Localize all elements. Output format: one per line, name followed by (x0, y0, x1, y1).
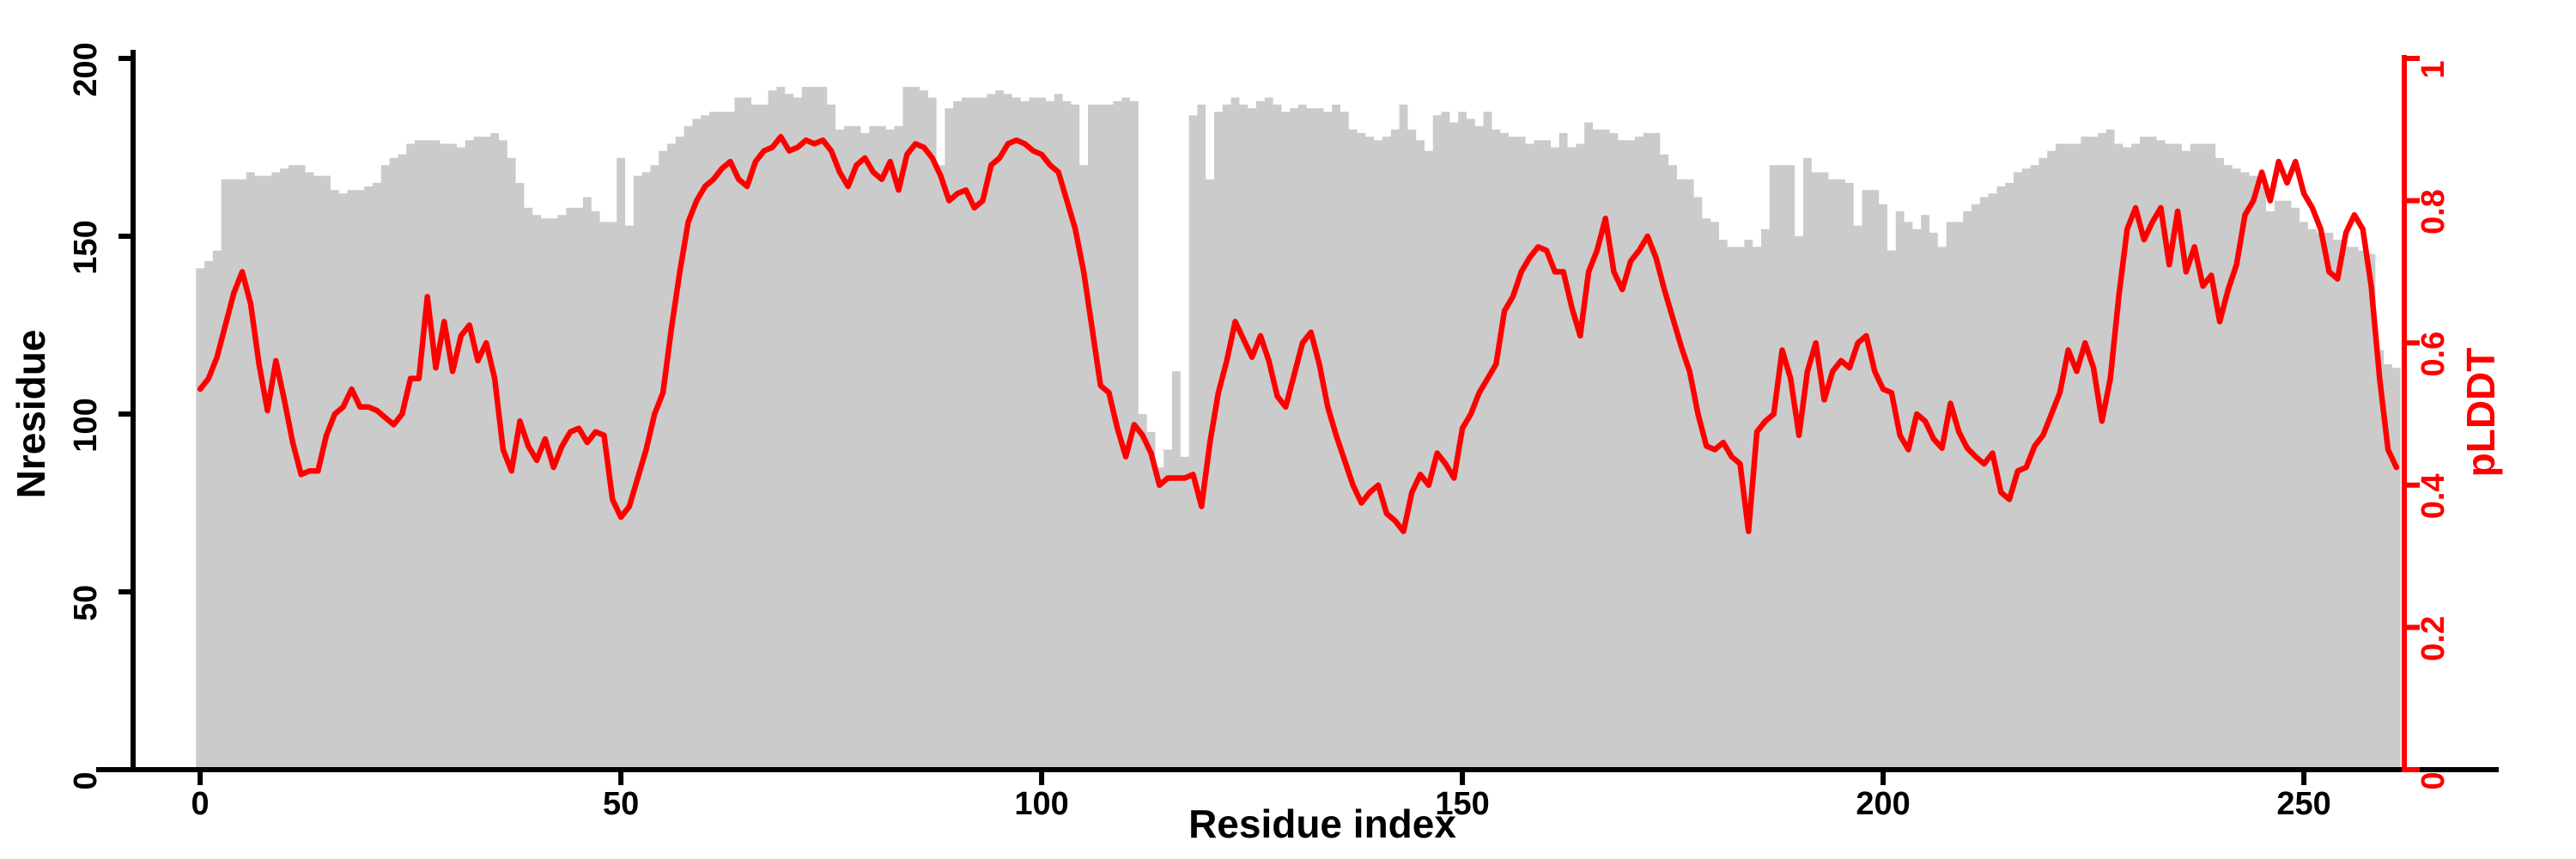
x-axis-title: Residue index (1188, 801, 1456, 846)
x-tick-label-50: 50 (603, 786, 639, 822)
x-tick-label-100: 100 (1014, 786, 1068, 822)
y-right-tick-label-0.4: 0.4 (2415, 473, 2451, 519)
y-left-tick-label-200: 200 (68, 42, 104, 96)
y-right-tick-label-0: 0 (2415, 771, 2451, 789)
x-tick-label-150: 150 (1435, 786, 1489, 822)
x-tick-label-250: 250 (2276, 786, 2330, 822)
y-left-tick-label-50: 50 (68, 585, 104, 621)
x-tick-label-0: 0 (191, 786, 210, 822)
y-right-tick-label-0.8: 0.8 (2415, 189, 2451, 235)
axis-tick-labels: 0 50 100 150 200 250 0 50 100 150 200 0 0.2 0.4 0.6 0.8… (68, 42, 2451, 822)
axis-ticks (118, 56, 2420, 785)
y-left-tick-label-150: 150 (68, 220, 104, 274)
y-right-tick-label-0.6: 0.6 (2415, 332, 2451, 377)
y-right-tick-label-0.2: 0.2 (2415, 616, 2451, 661)
y-axis-right-title: pLDDT (2458, 348, 2503, 478)
y-axis-left-title: Nresidue (9, 330, 53, 499)
y-left-tick-label-100: 100 (68, 398, 104, 452)
plddt-line-series (197, 133, 2400, 534)
y-right-tick-label-1: 1 (2415, 60, 2451, 78)
x-tick-label-200: 200 (1856, 786, 1910, 822)
nresidue-bars-path (196, 87, 2401, 771)
nresidue-bars-series (196, 87, 2401, 771)
y-left-tick-label-0: 0 (68, 771, 104, 789)
